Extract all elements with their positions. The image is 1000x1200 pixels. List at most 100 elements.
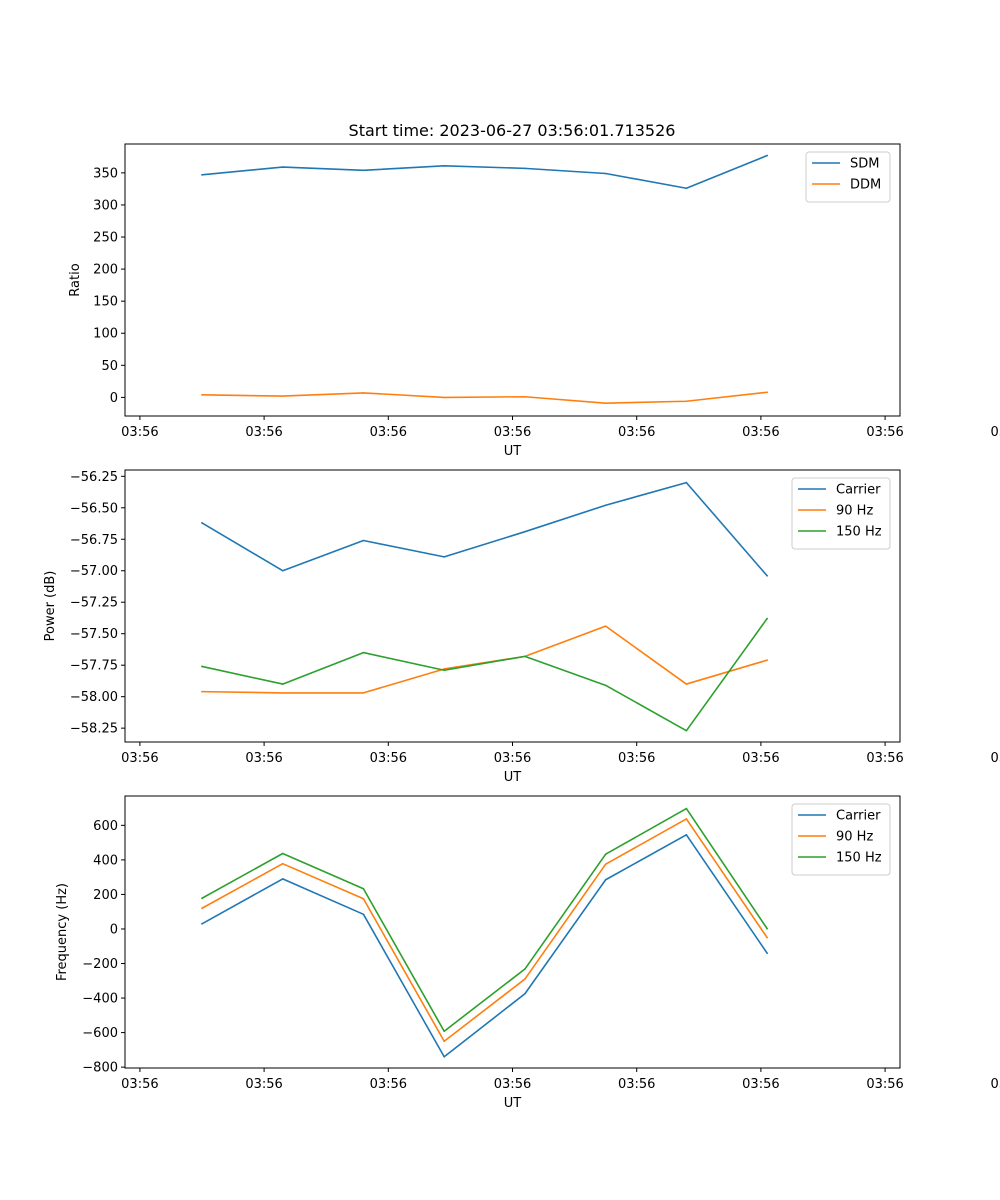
- data-point: [766, 952, 768, 954]
- x-tick-label: 03:57: [991, 425, 1000, 440]
- x-tick-label: 03:56: [618, 751, 655, 766]
- x-axis-label: UT: [504, 770, 522, 785]
- x-tick-label: 03:56: [618, 425, 655, 440]
- legend-entry: Carrier: [836, 809, 881, 824]
- y-axis-label: Frequency (Hz): [55, 883, 70, 981]
- data-point: [685, 807, 688, 810]
- x-tick-label: 03:56: [121, 425, 158, 440]
- y-tick-label: 250: [93, 231, 118, 246]
- y-axis-label: Ratio: [68, 263, 83, 296]
- y-tick-label: −57.50: [70, 627, 118, 642]
- y-tick-label: −56.25: [70, 470, 118, 485]
- y-axis-label: Power (dB): [43, 571, 58, 642]
- data-point: [281, 862, 284, 865]
- x-tick-label: 03:56: [742, 751, 779, 766]
- x-tick-label: 03:56: [866, 751, 903, 766]
- y-tick-label: −56.75: [70, 533, 118, 548]
- data-point: [201, 173, 203, 176]
- data-point: [604, 172, 607, 175]
- power-legend: Carrier 90 Hz 150 Hz: [791, 477, 891, 550]
- data-point: [362, 897, 365, 900]
- legend-entry: SDM: [850, 157, 879, 172]
- ratio-panel: 03:56 03:56 03:56 03:56 03:56 03:56 03:56 03:57…: [68, 143, 1000, 459]
- data-point: [281, 166, 284, 168]
- data-point: [524, 992, 526, 995]
- data-point: [524, 530, 526, 533]
- ratio-legend: SDM DDM: [805, 151, 891, 203]
- data-point: [766, 617, 768, 620]
- data-point: [362, 539, 365, 542]
- y-tick-label: 400: [93, 853, 118, 868]
- data-point: [443, 1040, 445, 1043]
- data-point: [766, 391, 768, 394]
- data-point: [524, 968, 526, 970]
- data-point: [685, 187, 688, 190]
- y-tick-label: 600: [93, 819, 118, 834]
- data-point: [281, 692, 284, 694]
- y-tick-label: −58.00: [70, 690, 118, 705]
- data-point: [281, 878, 284, 880]
- data-point: [362, 392, 365, 394]
- y-tick-label: 0: [110, 922, 118, 937]
- data-point: [524, 167, 526, 170]
- y-tick-label: 150: [93, 295, 118, 310]
- data-point: [604, 402, 607, 404]
- power-panel: 03:56 03:56 03:56 03:56 03:56 03:56 03:56 03:57…: [43, 469, 1000, 785]
- x-tick-label: 03:56: [245, 425, 282, 440]
- x-tick-label: 03:56: [618, 1077, 655, 1092]
- data-point: [281, 395, 284, 397]
- data-point: [685, 818, 688, 820]
- data-point: [685, 834, 688, 836]
- y-tick-label: −400: [82, 992, 118, 1007]
- x-axis-label: UT: [504, 444, 522, 459]
- data-point: [201, 394, 203, 396]
- x-tick-label: 03:57: [991, 751, 1000, 766]
- x-tick-label: 03:56: [866, 425, 903, 440]
- series-line-carrier: [201, 481, 768, 577]
- x-tick-label: 03:56: [370, 425, 407, 440]
- series-line-150-hz: [201, 807, 768, 1033]
- data-point: [685, 683, 688, 685]
- x-tick-label: 03:56: [370, 751, 407, 766]
- series-line-carrier: [201, 834, 768, 1058]
- data-point: [201, 922, 203, 925]
- data-point: [362, 692, 365, 694]
- x-tick-label: 03:56: [494, 1077, 531, 1092]
- data-point: [604, 853, 607, 855]
- data-point: [524, 395, 526, 398]
- y-tick-label: 200: [93, 263, 118, 278]
- data-point: [604, 878, 607, 881]
- y-tick-label: 0: [110, 391, 118, 406]
- series-line-90-hz: [201, 818, 768, 1043]
- series-line-150-hz: [201, 617, 768, 732]
- y-tick-label: 50: [101, 359, 118, 374]
- y-tick-label: −600: [82, 1026, 118, 1041]
- x-tick-label: 03:56: [121, 751, 158, 766]
- legend-box: [805, 151, 891, 203]
- data-point: [524, 978, 526, 980]
- data-point: [362, 913, 365, 916]
- y-tick-label: −200: [82, 957, 118, 972]
- legend-entry: 150 Hz: [836, 851, 882, 866]
- x-tick-label: 03:56: [742, 1077, 779, 1092]
- x-tick-label: 03:56: [370, 1077, 407, 1092]
- data-point: [524, 655, 526, 658]
- data-point: [281, 852, 284, 855]
- data-point: [443, 556, 445, 558]
- y-tick-label: 100: [93, 327, 118, 342]
- x-tick-label: 03:56: [245, 1077, 282, 1092]
- data-point: [685, 481, 688, 484]
- data-point: [201, 665, 203, 668]
- data-point: [443, 396, 445, 399]
- data-point: [766, 936, 768, 939]
- y-tick-label: −57.25: [70, 596, 118, 611]
- y-tick-label: −58.25: [70, 722, 118, 737]
- data-point: [685, 729, 688, 732]
- data-point: [443, 669, 445, 672]
- figure-title: Start time: 2023-06-27 03:56:01.713526: [349, 121, 676, 140]
- y-tick-label: −57.00: [70, 564, 118, 579]
- series-line-ddm: [201, 391, 768, 404]
- x-tick-label: 03:56: [866, 1077, 903, 1092]
- data-point: [362, 887, 365, 890]
- data-point: [604, 504, 607, 507]
